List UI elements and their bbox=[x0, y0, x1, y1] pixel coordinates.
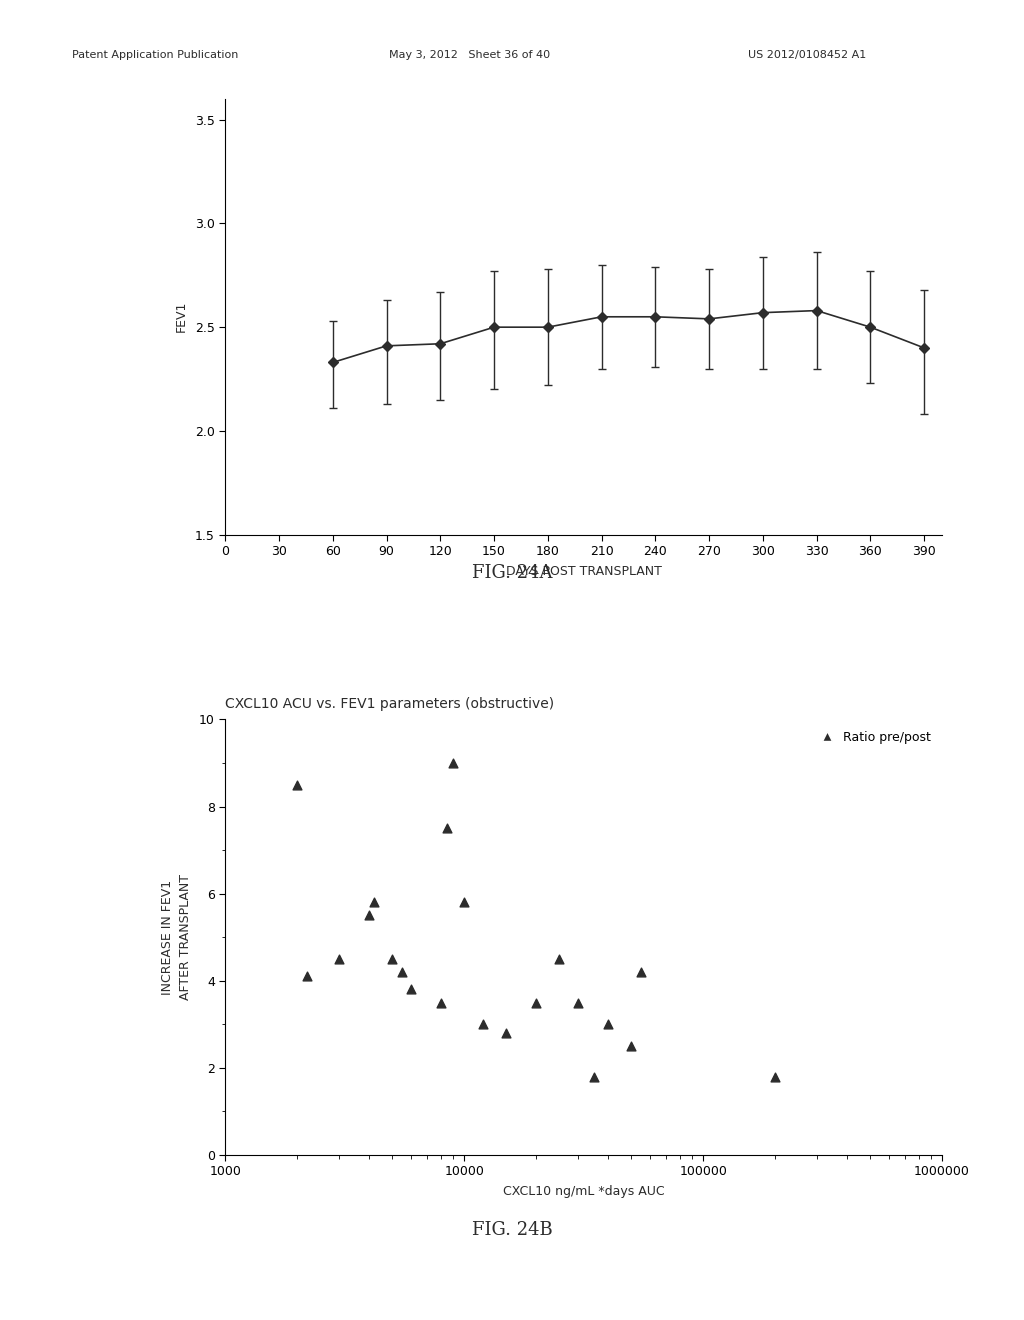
Point bbox=[384, 948, 400, 969]
Point bbox=[767, 1067, 783, 1088]
Point bbox=[331, 948, 347, 969]
Point bbox=[633, 961, 649, 982]
Text: FIG. 24B: FIG. 24B bbox=[472, 1221, 552, 1239]
Point bbox=[299, 966, 315, 987]
Text: Patent Application Publication: Patent Application Publication bbox=[72, 50, 238, 61]
Point bbox=[366, 892, 382, 913]
Point bbox=[445, 752, 462, 774]
Point bbox=[394, 961, 411, 982]
Point bbox=[439, 817, 456, 840]
Point bbox=[433, 993, 450, 1014]
X-axis label: DAYS POST TRANSPLANT: DAYS POST TRANSPLANT bbox=[506, 565, 662, 578]
Point bbox=[289, 774, 305, 795]
Point bbox=[360, 906, 377, 927]
Point bbox=[551, 948, 567, 969]
Point bbox=[570, 993, 587, 1014]
Y-axis label: FEV1: FEV1 bbox=[175, 301, 188, 333]
Point bbox=[528, 993, 545, 1014]
Text: May 3, 2012   Sheet 36 of 40: May 3, 2012 Sheet 36 of 40 bbox=[389, 50, 550, 61]
Point bbox=[403, 979, 420, 1001]
Text: US 2012/0108452 A1: US 2012/0108452 A1 bbox=[748, 50, 865, 61]
X-axis label: CXCL10 ng/mL *days AUC: CXCL10 ng/mL *days AUC bbox=[503, 1185, 665, 1199]
Legend: Ratio pre/post: Ratio pre/post bbox=[809, 726, 936, 748]
Text: CXCL10 ACU vs. FEV1 parameters (obstructive): CXCL10 ACU vs. FEV1 parameters (obstruct… bbox=[225, 697, 554, 711]
Point bbox=[623, 1035, 639, 1056]
Point bbox=[600, 1014, 616, 1035]
Y-axis label: INCREASE IN FEV1
AFTER TRANSPLANT: INCREASE IN FEV1 AFTER TRANSPLANT bbox=[161, 874, 193, 1001]
Point bbox=[586, 1067, 602, 1088]
Point bbox=[456, 892, 472, 913]
Point bbox=[498, 1023, 514, 1044]
Point bbox=[475, 1014, 492, 1035]
Text: FIG. 24A: FIG. 24A bbox=[472, 564, 552, 582]
